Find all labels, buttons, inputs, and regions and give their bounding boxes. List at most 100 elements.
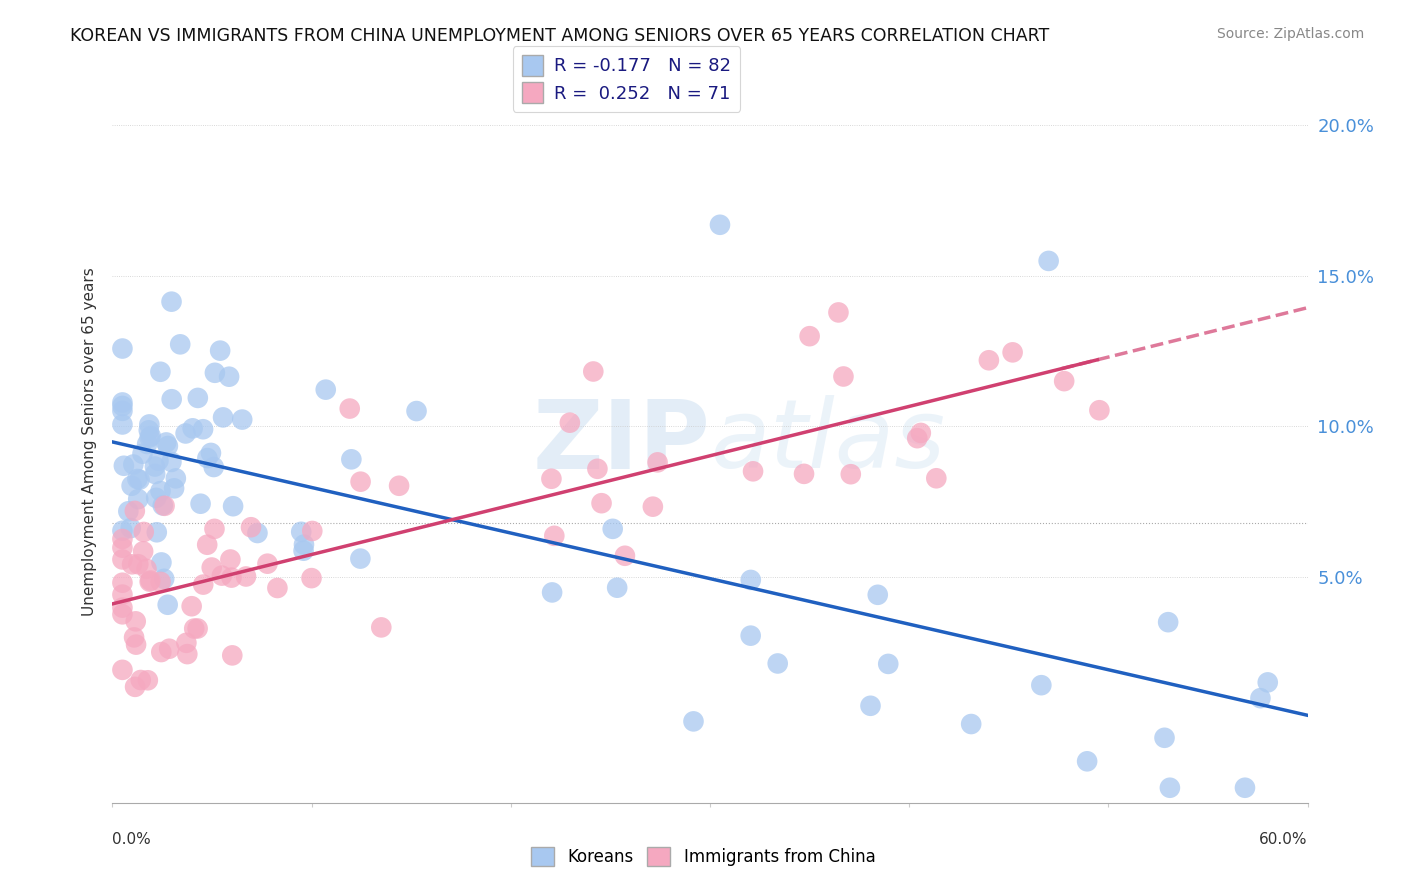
Point <box>370 620 392 634</box>
Point <box>799 329 821 343</box>
Point <box>558 416 581 430</box>
Text: KOREAN VS IMMIGRANTS FROM CHINA UNEMPLOYMENT AMONG SENIORS OVER 65 YEARS CORRELA: KOREAN VS IMMIGRANTS FROM CHINA UNEMPLOY… <box>70 27 1049 45</box>
Point <box>111 552 134 566</box>
Point <box>111 663 134 677</box>
Point <box>866 588 889 602</box>
Point <box>405 404 427 418</box>
Point <box>138 423 160 437</box>
Point <box>211 568 233 582</box>
Point <box>1001 345 1024 359</box>
Point <box>960 717 983 731</box>
Point <box>709 218 731 232</box>
Point <box>138 431 160 445</box>
Point <box>221 571 243 585</box>
Point <box>174 426 197 441</box>
Point <box>111 600 134 615</box>
Point <box>127 472 149 486</box>
Point <box>301 571 323 585</box>
Point <box>111 607 134 622</box>
Point <box>204 522 226 536</box>
Point <box>256 557 278 571</box>
Point <box>111 342 134 356</box>
Point <box>339 401 361 416</box>
Point <box>181 421 204 435</box>
Point <box>349 551 371 566</box>
Point <box>1157 615 1180 630</box>
Point <box>176 636 198 650</box>
Point <box>202 460 225 475</box>
Point <box>740 629 762 643</box>
Point <box>292 538 315 552</box>
Point <box>111 541 134 555</box>
Point <box>301 524 323 538</box>
Point <box>827 305 849 319</box>
Point <box>187 391 209 405</box>
Point <box>150 645 173 659</box>
Text: atlas: atlas <box>710 395 945 488</box>
Point <box>1038 253 1060 268</box>
Point <box>183 622 205 636</box>
Point <box>139 429 162 443</box>
Point <box>266 581 288 595</box>
Point <box>839 467 862 482</box>
Point <box>143 459 166 474</box>
Point <box>111 524 134 538</box>
Point <box>193 577 215 591</box>
Point <box>122 458 145 472</box>
Point <box>150 556 173 570</box>
Point <box>340 452 363 467</box>
Point <box>125 638 148 652</box>
Point <box>218 369 240 384</box>
Point <box>176 647 198 661</box>
Point <box>1257 675 1279 690</box>
Point <box>111 575 134 590</box>
Point <box>143 467 166 481</box>
Point <box>135 562 157 576</box>
Point <box>160 455 183 469</box>
Point <box>132 524 155 539</box>
Point <box>591 496 613 510</box>
Point <box>793 467 815 481</box>
Text: 60.0%: 60.0% <box>1260 831 1308 847</box>
Point <box>204 366 226 380</box>
Point <box>1153 731 1175 745</box>
Point <box>832 369 855 384</box>
Point <box>145 491 167 505</box>
Point <box>190 497 212 511</box>
Point <box>128 473 150 487</box>
Text: ZIP: ZIP <box>531 395 710 488</box>
Point <box>132 544 155 558</box>
Point <box>222 499 245 513</box>
Point <box>1076 754 1098 768</box>
Point <box>157 641 180 656</box>
Point <box>124 504 146 518</box>
Point <box>388 479 411 493</box>
Point <box>138 417 160 432</box>
Point <box>117 504 139 518</box>
Point <box>125 615 148 629</box>
Point <box>149 365 172 379</box>
Point <box>153 572 176 586</box>
Point <box>191 422 214 436</box>
Point <box>165 471 187 485</box>
Point <box>742 464 765 478</box>
Legend: Koreans, Immigrants from China: Koreans, Immigrants from China <box>523 838 883 875</box>
Point <box>246 526 269 541</box>
Point <box>111 588 134 602</box>
Point <box>152 499 174 513</box>
Point <box>149 484 172 499</box>
Point <box>169 337 191 351</box>
Point <box>543 529 565 543</box>
Point <box>112 458 135 473</box>
Point <box>200 446 222 460</box>
Point <box>1053 374 1076 388</box>
Point <box>124 680 146 694</box>
Point <box>647 455 669 469</box>
Point <box>111 417 134 432</box>
Point <box>859 698 882 713</box>
Point <box>129 673 152 687</box>
Point <box>877 657 900 671</box>
Point <box>349 475 371 489</box>
Point <box>148 454 170 468</box>
Point <box>146 525 169 540</box>
